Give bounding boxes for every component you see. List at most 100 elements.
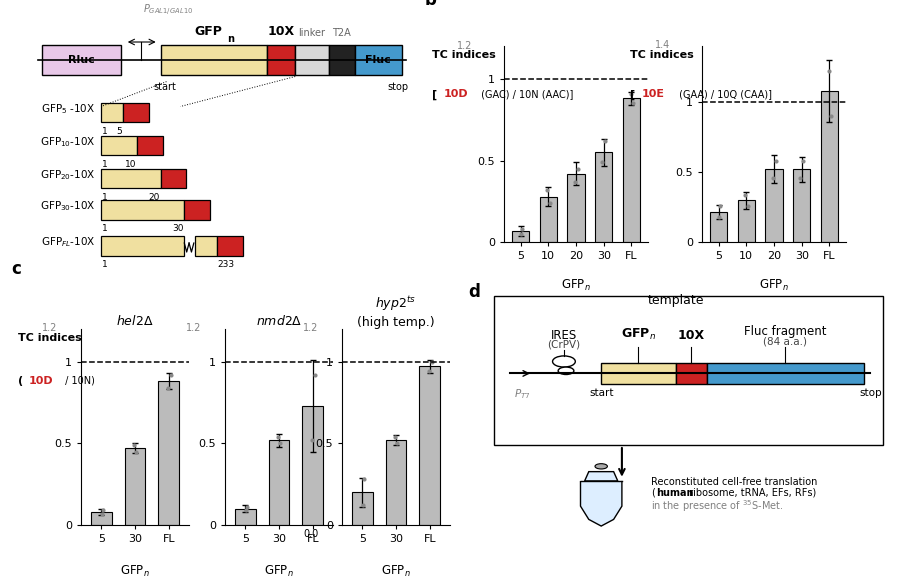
Bar xyxy=(352,492,373,525)
Point xyxy=(598,136,612,145)
Text: 10X: 10X xyxy=(268,25,295,39)
Text: $\mathit{P_{GAL1/GAL10}}$: $\mathit{P_{GAL1/GAL10}}$ xyxy=(143,3,194,18)
Text: 5: 5 xyxy=(116,126,122,136)
Point xyxy=(766,173,780,182)
Bar xyxy=(567,174,585,242)
Point xyxy=(515,224,529,234)
FancyBboxPatch shape xyxy=(101,169,160,189)
Text: human: human xyxy=(656,488,694,497)
Text: (84 a.a.): (84 a.a.) xyxy=(763,337,807,347)
Text: start: start xyxy=(153,81,176,92)
FancyBboxPatch shape xyxy=(493,297,883,445)
Text: TC indices: TC indices xyxy=(630,50,694,60)
Point xyxy=(94,510,109,519)
Text: Fluc fragment: Fluc fragment xyxy=(744,325,827,338)
Text: 10E: 10E xyxy=(642,89,664,99)
Bar xyxy=(91,512,112,525)
Text: 10X: 10X xyxy=(678,328,705,342)
Text: linker: linker xyxy=(299,28,326,39)
Point xyxy=(712,212,726,222)
FancyBboxPatch shape xyxy=(41,45,121,75)
Text: GFP$_n$: GFP$_n$ xyxy=(621,327,656,342)
FancyBboxPatch shape xyxy=(706,364,864,384)
Text: Fluc: Fluc xyxy=(365,55,392,65)
FancyBboxPatch shape xyxy=(184,200,210,220)
Text: 1.4: 1.4 xyxy=(655,40,670,50)
FancyBboxPatch shape xyxy=(676,364,706,384)
Point xyxy=(594,158,608,167)
Text: (GAA) / 10Q (CAA)]: (GAA) / 10Q (CAA)] xyxy=(676,89,772,99)
FancyBboxPatch shape xyxy=(355,45,402,75)
Text: TC indices: TC indices xyxy=(432,50,496,60)
Text: GFP$_n$: GFP$_n$ xyxy=(561,278,591,293)
Text: 10: 10 xyxy=(124,160,136,168)
Point xyxy=(626,99,640,108)
Text: stop: stop xyxy=(859,388,882,398)
Text: (: ( xyxy=(18,376,23,386)
Point xyxy=(387,432,401,441)
Point xyxy=(421,367,436,376)
Point xyxy=(357,475,372,484)
Bar xyxy=(738,200,755,242)
Text: 1: 1 xyxy=(102,193,108,201)
FancyBboxPatch shape xyxy=(123,103,148,122)
Text: (GAC) / 10N (AAC)]: (GAC) / 10N (AAC)] xyxy=(478,89,573,99)
Ellipse shape xyxy=(553,356,575,367)
Text: b: b xyxy=(425,0,436,9)
Polygon shape xyxy=(585,471,617,481)
Point xyxy=(126,440,140,449)
Ellipse shape xyxy=(558,367,574,374)
Text: GFP$_5$ -10X: GFP$_5$ -10X xyxy=(40,102,95,116)
Point xyxy=(160,383,175,392)
Polygon shape xyxy=(580,481,622,526)
Text: GFP$_n$: GFP$_n$ xyxy=(759,278,789,293)
Bar xyxy=(385,440,407,525)
Point xyxy=(568,177,582,186)
Text: (: ( xyxy=(651,488,655,497)
Point xyxy=(270,432,284,441)
Title: $\mathit{hyp2}$$^{\mathit{ts}}$
(high temp.): $\mathit{hyp2}$$^{\mathit{ts}}$ (high te… xyxy=(357,294,435,329)
Text: Rluc: Rluc xyxy=(68,55,94,65)
Point xyxy=(824,111,838,121)
Point xyxy=(391,439,405,448)
Text: ribosome, tRNA, EFs, RFs): ribosome, tRNA, EFs, RFs) xyxy=(686,488,816,497)
Text: 1: 1 xyxy=(102,224,108,233)
Text: 10D: 10D xyxy=(29,376,54,386)
Title: $\mathit{hel2\Delta}$: $\mathit{hel2\Delta}$ xyxy=(116,314,154,328)
FancyBboxPatch shape xyxy=(160,169,186,189)
Text: [: [ xyxy=(630,89,635,100)
Text: GFP$_n$: GFP$_n$ xyxy=(381,564,411,577)
FancyBboxPatch shape xyxy=(160,45,267,75)
Text: 1: 1 xyxy=(102,160,108,168)
Bar xyxy=(268,440,290,525)
Text: stop: stop xyxy=(388,81,409,92)
Text: 0.0: 0.0 xyxy=(303,529,319,539)
Bar xyxy=(158,381,179,525)
Point xyxy=(274,439,288,448)
Text: 1.2: 1.2 xyxy=(457,40,472,51)
Text: $P_{T7}$: $P_{T7}$ xyxy=(514,387,531,400)
Text: Reconstituted cell-free translation: Reconstituted cell-free translation xyxy=(651,477,817,487)
Point xyxy=(238,505,253,515)
Point xyxy=(130,447,144,456)
Bar xyxy=(235,509,256,525)
Point xyxy=(304,436,319,445)
Text: GFP$_{30}$-10X: GFP$_{30}$-10X xyxy=(40,200,95,213)
Bar xyxy=(512,231,529,242)
Text: 30: 30 xyxy=(172,224,184,233)
Text: [: [ xyxy=(432,89,437,100)
Point xyxy=(356,501,370,510)
FancyBboxPatch shape xyxy=(295,45,328,75)
Bar xyxy=(302,406,323,525)
Text: GFP$_n$: GFP$_n$ xyxy=(264,564,294,577)
FancyBboxPatch shape xyxy=(101,237,184,256)
Text: 233: 233 xyxy=(218,260,235,269)
FancyBboxPatch shape xyxy=(601,364,676,384)
FancyBboxPatch shape xyxy=(267,45,295,75)
Point xyxy=(713,201,727,211)
Text: template: template xyxy=(647,294,704,307)
Text: 20: 20 xyxy=(148,193,160,201)
Point xyxy=(571,164,585,174)
Title: $\mathit{nmd2\Delta}$: $\mathit{nmd2\Delta}$ xyxy=(256,314,302,328)
Text: 1.2: 1.2 xyxy=(186,323,202,334)
